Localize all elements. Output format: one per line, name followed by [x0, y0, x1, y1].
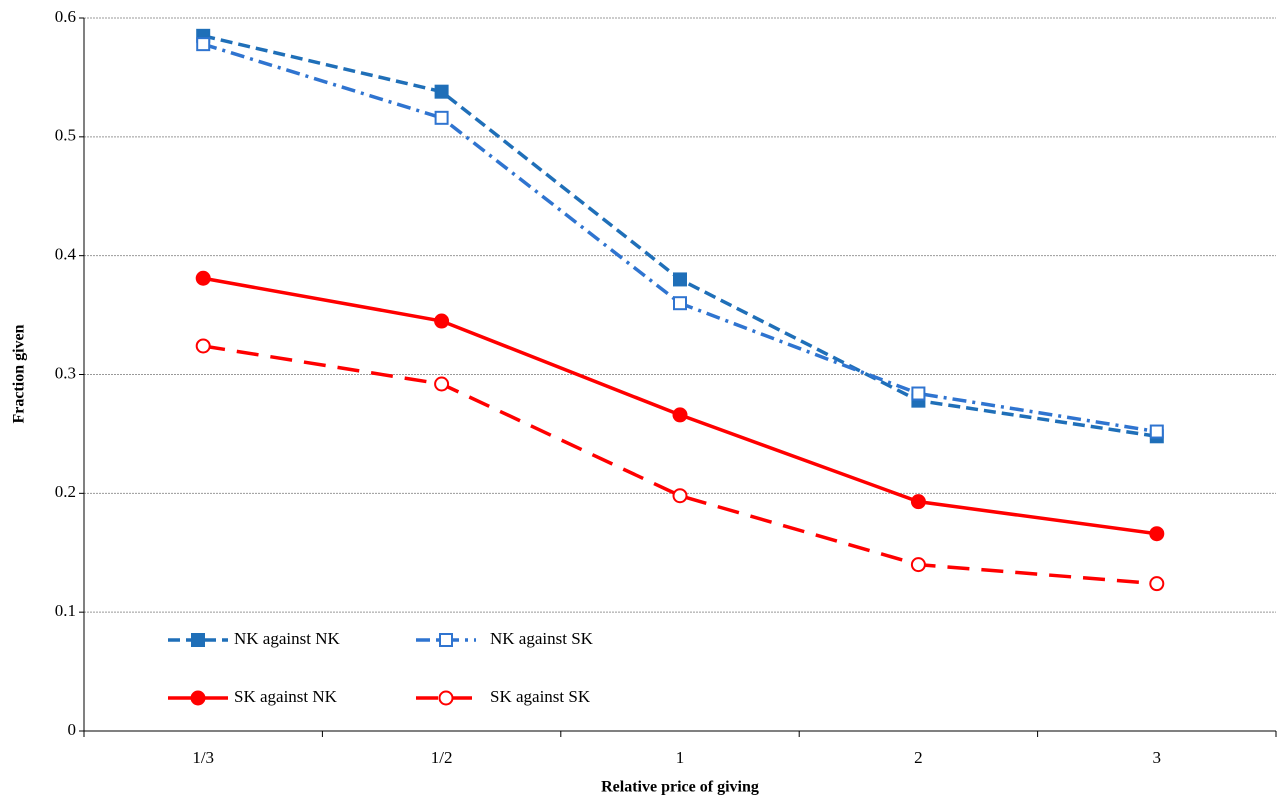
y-tick-label: 0.6	[55, 7, 76, 26]
series-line	[202, 42, 1158, 434]
data-point	[434, 313, 450, 329]
series-line	[202, 34, 1158, 439]
y-tick-label: 0.4	[55, 245, 77, 264]
data-point	[672, 407, 688, 423]
data-point	[1149, 424, 1164, 439]
data-point	[910, 494, 926, 510]
legend-marker	[438, 690, 454, 706]
data-point	[1149, 576, 1165, 592]
data-point	[196, 37, 211, 52]
y-tick-label: 0	[68, 720, 77, 739]
y-tick-label: 0.3	[55, 363, 76, 382]
data-point	[911, 386, 926, 401]
legend-marker	[190, 690, 206, 706]
legend-marker	[439, 633, 453, 647]
legend-marker	[191, 633, 205, 647]
data-point	[195, 270, 211, 286]
data-point	[434, 84, 449, 99]
data-point	[195, 338, 211, 354]
x-tick-label: 3	[1153, 748, 1162, 767]
y-tick-label: 0.5	[55, 126, 76, 145]
series-line	[202, 344, 1157, 586]
data-point	[434, 110, 449, 125]
data-point	[672, 488, 688, 504]
x-tick-label: 1/3	[192, 748, 214, 767]
y-axis-label: Fraction given	[11, 324, 28, 423]
data-point	[910, 557, 926, 573]
x-tick-label: 1	[676, 748, 685, 767]
legend-label: NK against NK	[234, 629, 340, 648]
data-point	[673, 296, 687, 311]
legend-label: SK against SK	[490, 687, 591, 706]
data-point	[434, 376, 450, 392]
y-tick-label: 0.2	[55, 482, 76, 501]
data-point	[1149, 526, 1165, 542]
legend-label: NK against SK	[490, 629, 594, 648]
data-point	[673, 272, 687, 287]
y-tick-label: 0.1	[55, 601, 76, 620]
x-axis-label: Relative price of giving	[601, 779, 759, 796]
legend-label: SK against NK	[234, 687, 338, 706]
x-tick-label: 1/2	[431, 748, 453, 767]
x-tick-label: 2	[914, 748, 923, 767]
